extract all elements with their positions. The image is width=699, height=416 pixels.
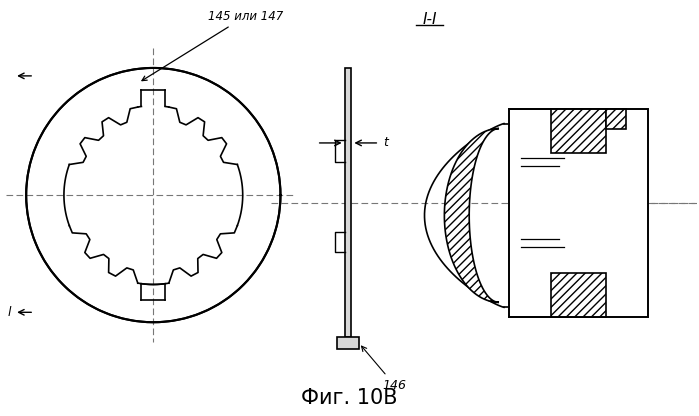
- Bar: [551, 109, 606, 154]
- Text: I-I: I-I: [422, 12, 437, 27]
- Text: 146: 146: [361, 346, 407, 392]
- Text: t: t: [383, 136, 388, 149]
- Polygon shape: [445, 129, 499, 302]
- Bar: [337, 337, 359, 349]
- Text: Фиг. 10В: Фиг. 10В: [301, 388, 397, 408]
- Bar: [345, 68, 352, 337]
- Bar: [606, 109, 626, 129]
- Text: l: l: [8, 306, 11, 319]
- Bar: [509, 109, 648, 317]
- Text: 145 или 147: 145 или 147: [142, 10, 283, 81]
- Bar: [551, 272, 606, 317]
